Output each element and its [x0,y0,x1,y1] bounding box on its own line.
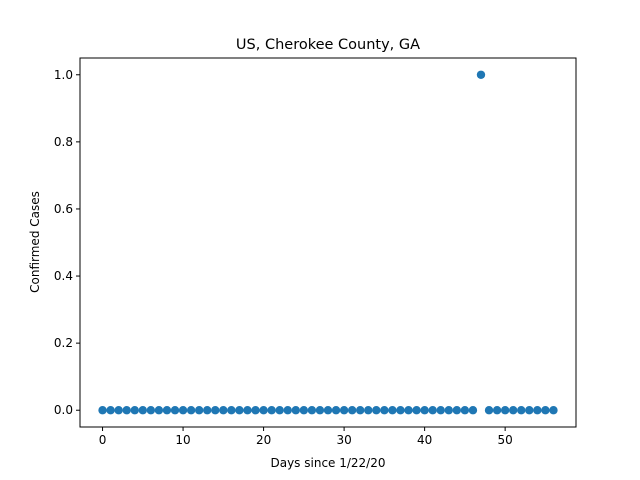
data-point [452,406,462,415]
data-point [243,406,252,415]
data-point [138,406,148,415]
data-point [468,406,478,415]
data-point [219,406,228,415]
axes-frame [79,57,577,428]
data-point [460,406,470,415]
data-point [203,406,212,415]
data-point [283,406,292,415]
data-point [186,406,196,415]
data-point [154,406,164,415]
data-point [396,406,405,415]
data-point [323,406,333,415]
data-point [517,406,526,415]
data-point [299,406,309,415]
data-point [122,406,131,415]
y-tick-label: 1.0 [54,68,73,82]
y-axis-ticks: 0.0 0.2 0.4 0.6 0.8 1.0 [54,68,80,417]
data-point [364,406,373,415]
data-point [476,70,486,79]
y-tick-label: 0.0 [54,403,73,417]
data-point [259,406,268,415]
data-point [339,406,349,415]
x-axis-ticks: 0 10 20 30 40 50 [99,427,513,447]
data-point [484,406,494,415]
x-tick-label: 40 [417,433,432,447]
x-tick-label: 0 [99,433,107,447]
data-point [380,406,389,415]
data-point [508,406,518,415]
x-tick-label: 30 [336,433,351,447]
data-point [114,406,123,415]
data-point [372,406,381,415]
data-point [388,406,397,415]
data-point [420,406,429,415]
data-point [525,406,534,415]
data-point [162,406,172,415]
y-tick-label: 0.2 [54,336,73,350]
data-point [307,406,317,415]
data-point [492,406,502,415]
data-point [211,406,220,415]
data-point [541,406,550,415]
x-tick-label: 10 [175,433,190,447]
data-point [251,406,260,415]
data-point [315,406,325,415]
data-points [98,70,558,415]
y-tick-label: 0.8 [54,135,73,149]
x-tick-label: 50 [498,433,513,447]
data-point [235,406,244,415]
data-point [347,406,357,415]
data-point [533,406,542,415]
data-point [500,406,510,415]
y-tick-label: 0.4 [54,269,73,283]
data-point [130,406,139,415]
data-point [98,406,107,415]
data-point [227,406,236,415]
chart-title: US, Cherokee County, GA [236,37,420,53]
data-point [356,406,365,415]
data-point [412,406,421,415]
data-point [549,406,558,415]
data-point [404,406,413,415]
y-tick-label: 0.6 [54,202,73,216]
data-point [146,406,156,415]
data-point [291,406,300,415]
plot-area [79,57,577,428]
data-point [331,406,341,415]
data-point [444,406,453,415]
x-axis-label: Days since 1/22/20 [270,456,385,470]
data-point [428,406,437,415]
data-point [194,406,204,415]
data-point [436,406,445,415]
data-point [178,406,188,415]
data-point [170,406,180,415]
data-point [275,406,284,415]
y-axis-label: Confirmed Cases [28,191,42,293]
data-point [106,406,115,415]
data-point [267,406,276,415]
x-tick-label: 20 [256,433,271,447]
